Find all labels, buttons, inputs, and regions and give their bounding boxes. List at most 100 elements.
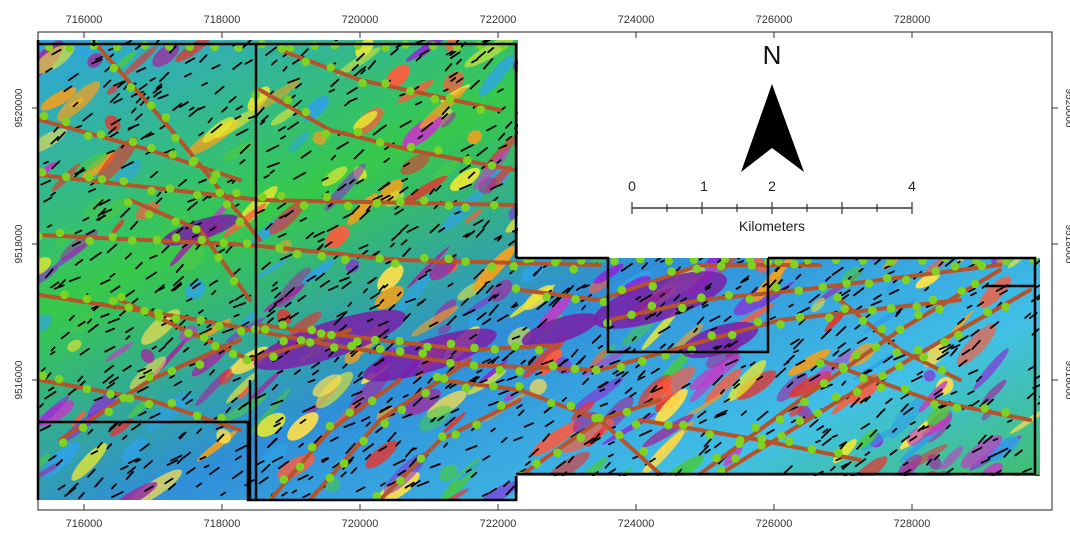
anomaly-patch: [685, 131, 702, 144]
lineament-segment: [879, 484, 886, 489]
sample-point: [325, 473, 335, 483]
lineament-segment: [545, 116, 552, 121]
sample-point: [647, 301, 657, 311]
lineament-segment: [722, 51, 735, 60]
lineament-segment: [950, 344, 961, 350]
lineament-segment: [649, 187, 657, 193]
anomaly-patch: [983, 158, 999, 174]
lineament-segment: [740, 275, 750, 284]
lineament-segment: [847, 126, 854, 131]
sample-point: [489, 381, 498, 391]
lineament-segment: [902, 461, 909, 467]
lineament-segment: [155, 197, 163, 205]
lineament-segment: [321, 176, 329, 182]
anomaly-patch: [385, 64, 410, 89]
lineament-segment: [810, 98, 820, 107]
sample-point: [144, 399, 154, 409]
lineament-segment: [635, 135, 641, 140]
anomaly-patch: [288, 131, 310, 153]
lineament-segment: [135, 261, 143, 270]
lineament-segment: [961, 348, 971, 356]
lineament-segment: [555, 460, 567, 469]
lineament-segment: [319, 279, 331, 288]
sample-point: [309, 500, 318, 509]
lineament-segment: [469, 333, 478, 340]
lineament-segment: [496, 159, 502, 164]
lineament-segment: [520, 192, 530, 199]
sample-point: [895, 362, 904, 371]
x-tick-label-top: 716000: [66, 14, 103, 26]
lineament-segment: [695, 87, 701, 94]
lineament-segment: [1022, 467, 1032, 474]
lineament-segment: [202, 195, 209, 202]
lineament-segment: [722, 148, 733, 157]
sample-point: [327, 330, 336, 340]
anomaly-patch: [888, 395, 926, 439]
anomaly-patch: [396, 272, 433, 314]
lineament-segment: [934, 95, 945, 106]
lineament-segment: [945, 424, 951, 430]
lineament-segment: [908, 74, 918, 81]
sample-point: [439, 374, 449, 383]
sample-point: [146, 101, 156, 110]
lineament-segment: [859, 397, 868, 404]
lineament-segment: [455, 40, 466, 44]
anomaly-patch: [406, 246, 450, 289]
lineament-segment: [131, 297, 139, 304]
lineament-segment: [365, 421, 372, 427]
sample-point: [269, 352, 278, 362]
x-tick-label-bottom: 720000: [342, 518, 379, 530]
lineament-segment: [989, 320, 1000, 329]
sample-point: [390, 259, 400, 268]
lineament-segment: [663, 245, 676, 253]
sample-point: [171, 217, 181, 226]
anomaly-patch: [113, 50, 137, 72]
lineament-segment: [786, 381, 794, 388]
lineament-segment: [362, 443, 375, 453]
anomaly-patch: [439, 464, 458, 482]
lineament-segment: [778, 192, 789, 199]
lineament-segment: [659, 90, 665, 96]
lineament-segment: [994, 213, 1001, 218]
lineament-segment: [708, 200, 716, 205]
lineament-segment: [370, 292, 381, 300]
sample-point: [785, 437, 794, 446]
sample-point: [576, 433, 585, 442]
lineament-segment: [360, 69, 366, 75]
lineament-segment: [1003, 449, 1011, 458]
lineament-segment: [733, 383, 740, 390]
lineament-segment: [900, 393, 910, 400]
lineament-segment: [535, 371, 543, 376]
scale-bar-label: 4: [908, 178, 916, 194]
anomaly-patch: [40, 87, 77, 111]
lineament-segment: [796, 373, 806, 379]
lineament-segment: [864, 451, 871, 457]
lineament-segment: [68, 482, 79, 494]
anomaly-patch: [690, 360, 728, 403]
sample-point: [720, 254, 730, 264]
lineament-segment: [60, 331, 70, 340]
lineament-segment: [45, 268, 54, 279]
lineament-segment: [906, 53, 915, 63]
lineament-segment: [484, 280, 491, 285]
lineament-segment: [337, 183, 347, 192]
sample-point: [97, 175, 107, 184]
lineament-segment: [417, 300, 425, 305]
lineament-segment: [244, 59, 254, 65]
sample-point: [372, 199, 382, 208]
anomaly-patch: [322, 166, 348, 187]
lineament-segment: [211, 64, 221, 70]
anomaly-patch: [63, 71, 77, 84]
lineament-segment: [270, 59, 278, 66]
lineament-segment: [591, 334, 602, 344]
lineament-segment: [620, 262, 633, 272]
sample-point: [868, 306, 877, 315]
lineament-segment: [1036, 294, 1040, 301]
sample-point: [299, 201, 309, 210]
lineament-segment: [917, 425, 925, 432]
lineament-segment: [621, 249, 630, 256]
anomaly-patch: [822, 161, 860, 187]
anomaly-patch: [634, 213, 660, 240]
lineament-segment: [590, 150, 599, 160]
